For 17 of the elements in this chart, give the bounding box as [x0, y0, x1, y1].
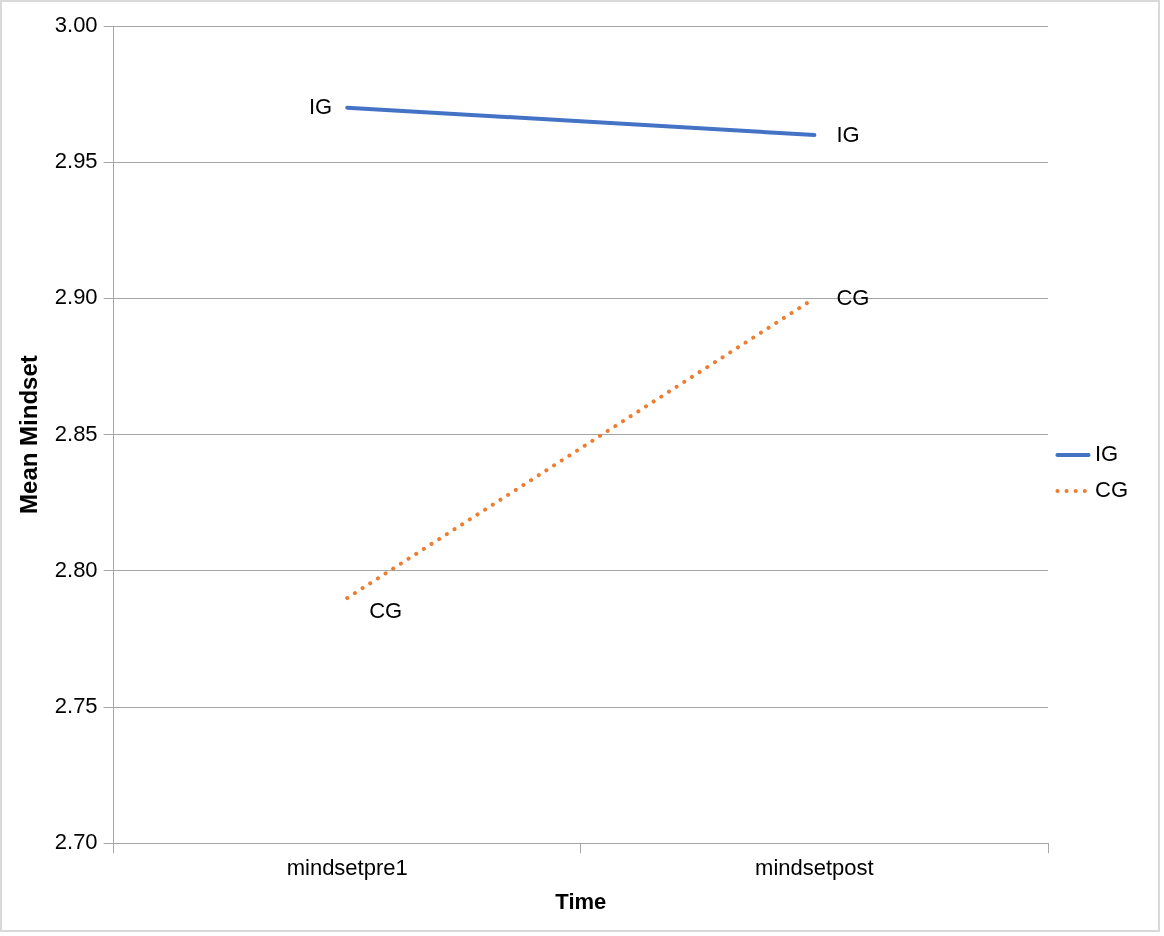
legend-label: CG — [1095, 477, 1128, 503]
y-tick-label: 2.95 — [54, 148, 98, 174]
x-axis-title: Time — [555, 888, 607, 914]
annotation: IG — [836, 122, 860, 148]
legend-label: IG — [1095, 441, 1119, 467]
x-tick-label: mindsetpre1 — [286, 855, 408, 881]
annotation: CG — [836, 285, 870, 311]
annotation: CG — [369, 598, 403, 624]
y-tick-label: 2.80 — [54, 556, 98, 582]
annotation: IG — [308, 93, 333, 119]
y-axis-title: Mean Mindset — [15, 355, 43, 514]
y-tick-label: 3.00 — [54, 12, 98, 38]
x-tick-label: mindsetpost — [755, 855, 874, 881]
y-tick-label: 2.75 — [54, 693, 98, 719]
y-tick-label: 2.90 — [54, 284, 98, 310]
y-tick-label: 2.85 — [54, 420, 98, 446]
y-tick-label: 2.70 — [54, 829, 98, 855]
